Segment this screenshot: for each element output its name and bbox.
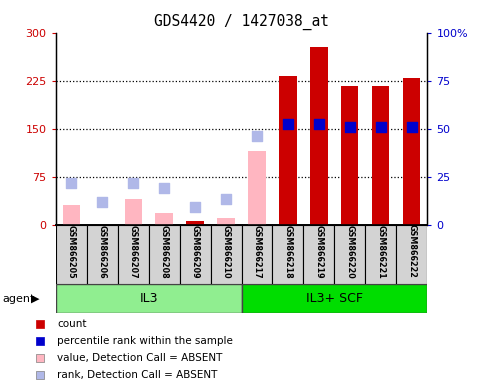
- Bar: [248, 151, 266, 225]
- Bar: [403, 78, 421, 225]
- Bar: [149, 225, 180, 284]
- Point: [36, 372, 43, 379]
- Bar: [125, 199, 142, 225]
- Point: [36, 338, 43, 344]
- Text: GSM866208: GSM866208: [159, 225, 169, 278]
- Text: rank, Detection Call = ABSENT: rank, Detection Call = ABSENT: [57, 370, 218, 381]
- Point: [36, 355, 43, 361]
- Text: percentile rank within the sample: percentile rank within the sample: [57, 336, 233, 346]
- Text: GSM866220: GSM866220: [345, 225, 355, 278]
- Point: [346, 124, 354, 130]
- Bar: [242, 225, 272, 284]
- Point: [129, 180, 137, 186]
- Bar: [366, 225, 397, 284]
- Point: [67, 180, 75, 186]
- Point: [377, 124, 385, 131]
- Text: IL3+ SCF: IL3+ SCF: [306, 292, 363, 305]
- Bar: [211, 225, 242, 284]
- Point: [36, 320, 43, 326]
- Text: GSM866217: GSM866217: [253, 225, 261, 278]
- Bar: [86, 225, 117, 284]
- Bar: [117, 225, 149, 284]
- Point: [284, 121, 292, 127]
- Text: IL3: IL3: [139, 292, 158, 305]
- Text: GSM866210: GSM866210: [222, 225, 230, 278]
- Text: count: count: [57, 318, 87, 329]
- Bar: [372, 86, 389, 225]
- Bar: [156, 213, 172, 225]
- Text: GSM866221: GSM866221: [376, 225, 385, 278]
- Point: [315, 121, 323, 127]
- Bar: [62, 205, 80, 225]
- Text: GSM866222: GSM866222: [408, 225, 416, 278]
- Text: agent: agent: [2, 293, 35, 304]
- Bar: [56, 225, 86, 284]
- Bar: [303, 225, 334, 284]
- Point: [160, 184, 168, 190]
- Point: [222, 196, 230, 202]
- Bar: [397, 225, 427, 284]
- Text: value, Detection Call = ABSENT: value, Detection Call = ABSENT: [57, 353, 223, 363]
- Text: GSM866206: GSM866206: [98, 225, 107, 278]
- Point: [253, 133, 261, 139]
- Bar: [311, 47, 327, 225]
- Text: GSM866219: GSM866219: [314, 225, 324, 278]
- Text: GSM866218: GSM866218: [284, 225, 293, 278]
- Text: ▶: ▶: [31, 293, 40, 304]
- Bar: [341, 86, 358, 225]
- Bar: [180, 225, 211, 284]
- Bar: [56, 284, 242, 313]
- Bar: [334, 225, 366, 284]
- Point: [98, 199, 106, 205]
- Text: GSM866207: GSM866207: [128, 225, 138, 278]
- Bar: [242, 284, 427, 313]
- Bar: [280, 76, 297, 225]
- Text: GSM866205: GSM866205: [67, 225, 75, 278]
- Point: [191, 204, 199, 210]
- Text: GDS4420 / 1427038_at: GDS4420 / 1427038_at: [154, 13, 329, 30]
- Bar: [217, 218, 235, 225]
- Point: [408, 124, 416, 131]
- Bar: [272, 225, 303, 284]
- Text: GSM866209: GSM866209: [190, 225, 199, 278]
- Bar: [186, 222, 203, 225]
